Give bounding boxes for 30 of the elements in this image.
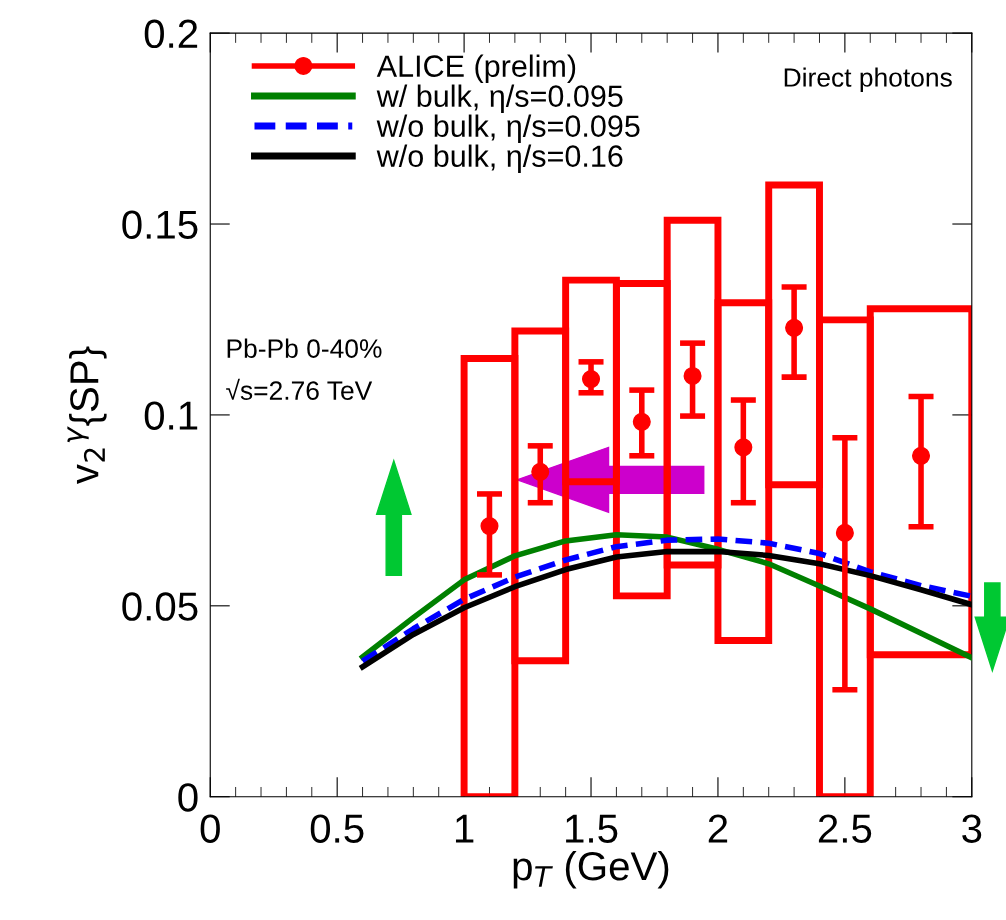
- point: [911, 446, 931, 465]
- point: [480, 516, 499, 536]
- x-axis-title: p$_{T}$ (GeV): [513, 850, 669, 889]
- y-tick-label: 0.2: [144, 19, 198, 49]
- x-tick-label: 3: [962, 814, 982, 843]
- annotation: √s=2.76 TeV: [226, 378, 373, 400]
- x-tick-label: 2.5: [818, 814, 872, 843]
- x-tick-label: 1: [455, 814, 474, 843]
- point: [531, 462, 550, 481]
- annotation: Pb-Pb 0-40%: [227, 338, 382, 358]
- legend-label: w/o bulk, η/s=0.16: [376, 144, 623, 174]
- legend-label: w/ bulk, η/s=0.095: [376, 84, 623, 113]
- point: [785, 318, 804, 337]
- point: [632, 412, 651, 431]
- point: [683, 366, 702, 386]
- x-tick-label: 2: [708, 814, 728, 843]
- point: [835, 523, 854, 542]
- legend-label: w/o bulk, η/s=0.095: [376, 114, 640, 143]
- point: [581, 370, 601, 389]
- legend-label: ALICE (prelim): [376, 54, 576, 83]
- x-tick-label: 1.5: [566, 814, 618, 843]
- y-tick-label: 0: [178, 783, 198, 812]
- y-axis-title: v$_{2}$$^{γ}${SP}: [67, 346, 107, 485]
- point: [734, 438, 753, 457]
- y-tick-label: 0.1: [144, 401, 198, 430]
- x-tick-label: 0: [200, 814, 220, 843]
- y-tick-label: 0.15: [122, 210, 198, 240]
- annotation: Direct photons: [784, 67, 952, 93]
- x-tick-label: 0.5: [310, 814, 364, 843]
- y-tick-label: 0.05: [122, 592, 198, 621]
